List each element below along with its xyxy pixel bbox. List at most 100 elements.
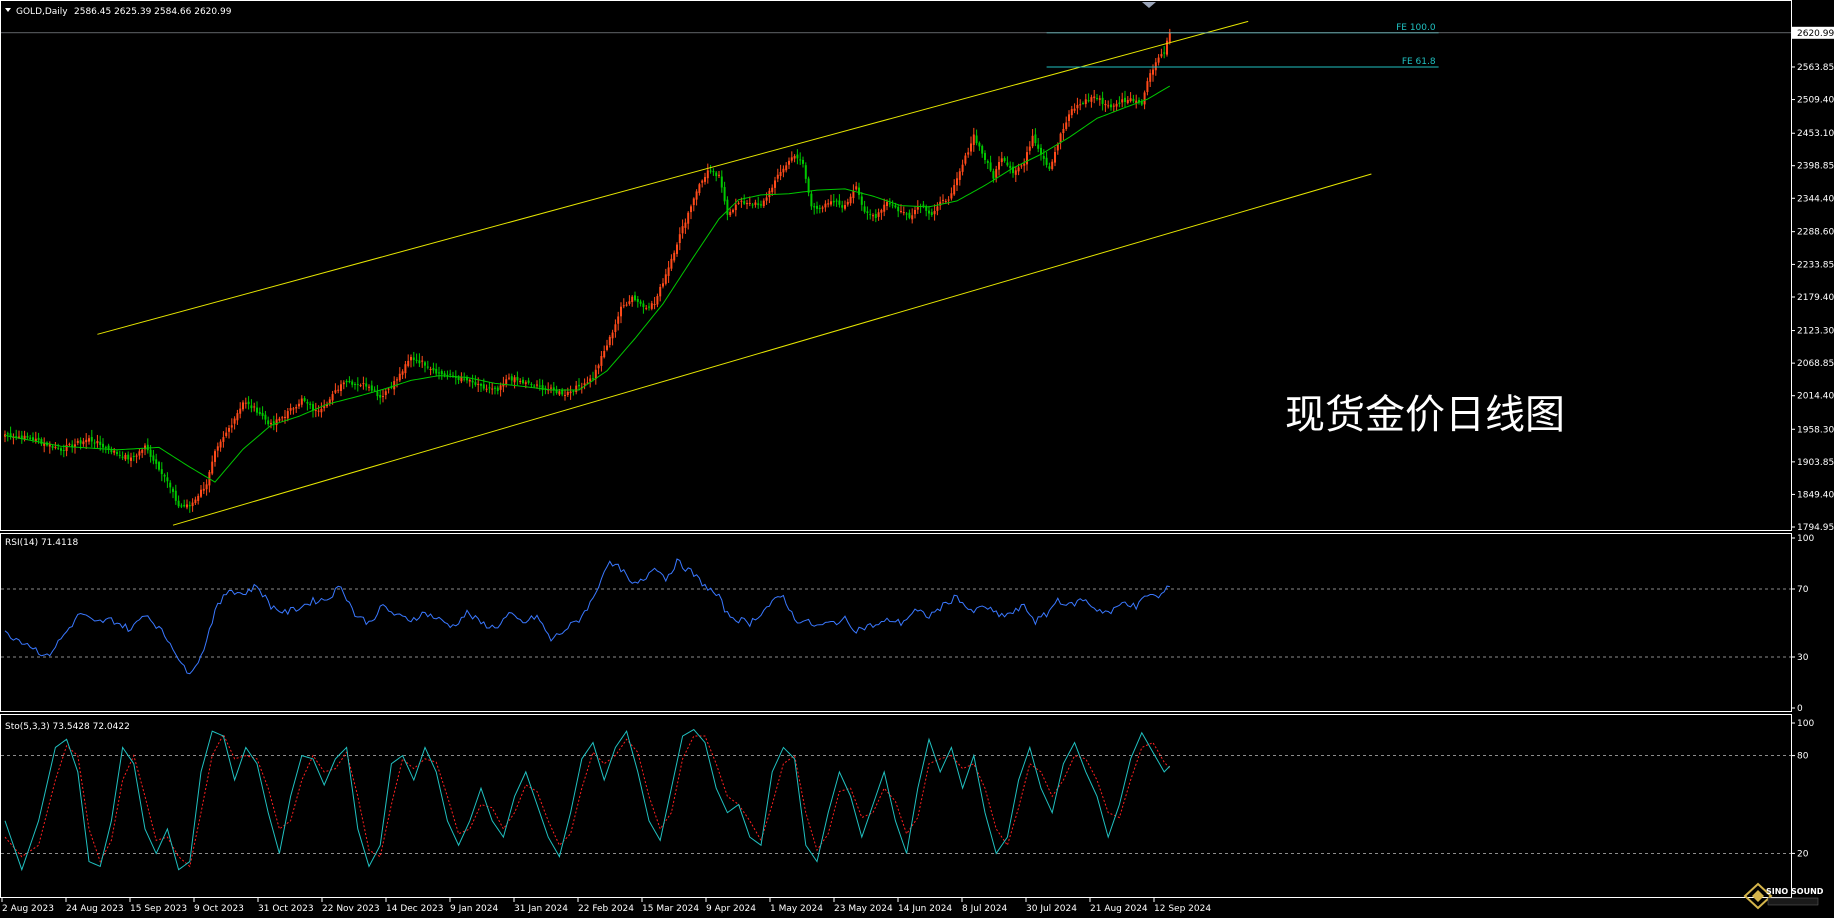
candle (116, 449, 118, 457)
price-panel-frame (0, 0, 1792, 531)
candle (264, 410, 267, 425)
candle (6, 431, 9, 442)
candle (855, 181, 858, 191)
rsi-panel: RSI(14) 71.4118 (0, 533, 1792, 712)
candle (160, 462, 163, 482)
candle (435, 363, 438, 377)
candle (628, 295, 631, 306)
symbol-dropdown-icon[interactable] (5, 8, 11, 12)
candle (499, 382, 502, 397)
candle (488, 381, 491, 394)
candle (860, 192, 863, 211)
candle (648, 302, 650, 311)
time-tick-label: 22 Feb 2024 (578, 904, 634, 914)
candle (620, 302, 622, 324)
symbol-label: GOLD,Daily (16, 7, 68, 17)
candle (306, 399, 309, 411)
candle (659, 283, 662, 302)
candle (841, 200, 844, 213)
candle (74, 438, 76, 454)
candle (194, 496, 197, 506)
candle (768, 188, 771, 204)
candle (939, 196, 942, 210)
candle (662, 278, 664, 289)
candle (376, 385, 379, 401)
time-tick-label: 9 Apr 2024 (706, 904, 756, 914)
candle (138, 448, 141, 460)
candle (681, 219, 684, 239)
candle (541, 379, 544, 397)
candle (390, 381, 393, 390)
candle (715, 170, 718, 182)
rsi-axis: 100 70 30 0 (1791, 534, 1814, 714)
candle (359, 383, 362, 388)
candle (897, 204, 900, 218)
candle (779, 164, 782, 181)
candle (26, 432, 29, 440)
candle (494, 385, 496, 395)
price-tick-label: 2014.40 (1797, 392, 1834, 402)
candle (614, 319, 617, 338)
candle (723, 181, 726, 205)
candle (1012, 162, 1014, 178)
price-tick-label: 2123.30 (1797, 327, 1834, 337)
candle (270, 419, 272, 429)
ohlc-values: 2586.45 2625.39 2584.66 2620.99 (74, 7, 232, 17)
candle (398, 367, 401, 382)
candle (1121, 92, 1124, 108)
candle (88, 435, 90, 445)
candle (446, 370, 449, 380)
candle (1003, 156, 1006, 163)
candle (1132, 94, 1135, 104)
candle (583, 378, 586, 390)
candle (830, 194, 832, 207)
candle (191, 498, 194, 512)
candle (1059, 132, 1062, 150)
candle (1028, 141, 1031, 155)
candle (774, 176, 776, 194)
candle (664, 268, 667, 286)
fib-level[interactable]: FE 61.8 (1046, 57, 1439, 68)
candle (547, 382, 550, 395)
candle (1065, 116, 1068, 131)
candle (172, 486, 174, 499)
candle (869, 209, 872, 220)
candle (110, 446, 113, 455)
candle (972, 127, 975, 152)
candle (1006, 156, 1009, 167)
candle (916, 200, 919, 214)
candle (303, 396, 306, 403)
fib-level[interactable]: FE 100.0 (1046, 23, 1439, 34)
candle (513, 375, 516, 389)
candle (816, 201, 818, 214)
price-tick-label: 2453.10 (1797, 129, 1834, 139)
candle (93, 439, 96, 449)
candle (1115, 100, 1118, 111)
time-tick-label: 22 Nov 2023 (322, 904, 380, 914)
candle (180, 503, 183, 509)
candle (967, 147, 970, 158)
candle (751, 202, 754, 209)
candle (432, 362, 435, 374)
candle (942, 194, 944, 204)
candle (978, 141, 981, 151)
candle (970, 136, 972, 156)
candle (96, 434, 99, 448)
candle (1110, 98, 1112, 111)
candle (342, 380, 345, 390)
price-tick-label: 2563.85 (1797, 63, 1834, 73)
candle (130, 452, 132, 468)
candle (60, 446, 62, 456)
stochastic-signal-line (4, 733, 1171, 868)
candle (1082, 101, 1084, 105)
candle (429, 366, 432, 376)
time-tick-label: 23 May 2024 (834, 904, 893, 914)
candle (1068, 110, 1070, 127)
shift-marker-icon[interactable] (1142, 2, 1156, 8)
time-tick-label: 31 Oct 2023 (258, 904, 314, 914)
candle (379, 390, 382, 405)
price-tick-label: 2288.60 (1797, 228, 1834, 238)
candle (914, 206, 916, 219)
candle (793, 154, 796, 163)
candle (57, 443, 60, 450)
